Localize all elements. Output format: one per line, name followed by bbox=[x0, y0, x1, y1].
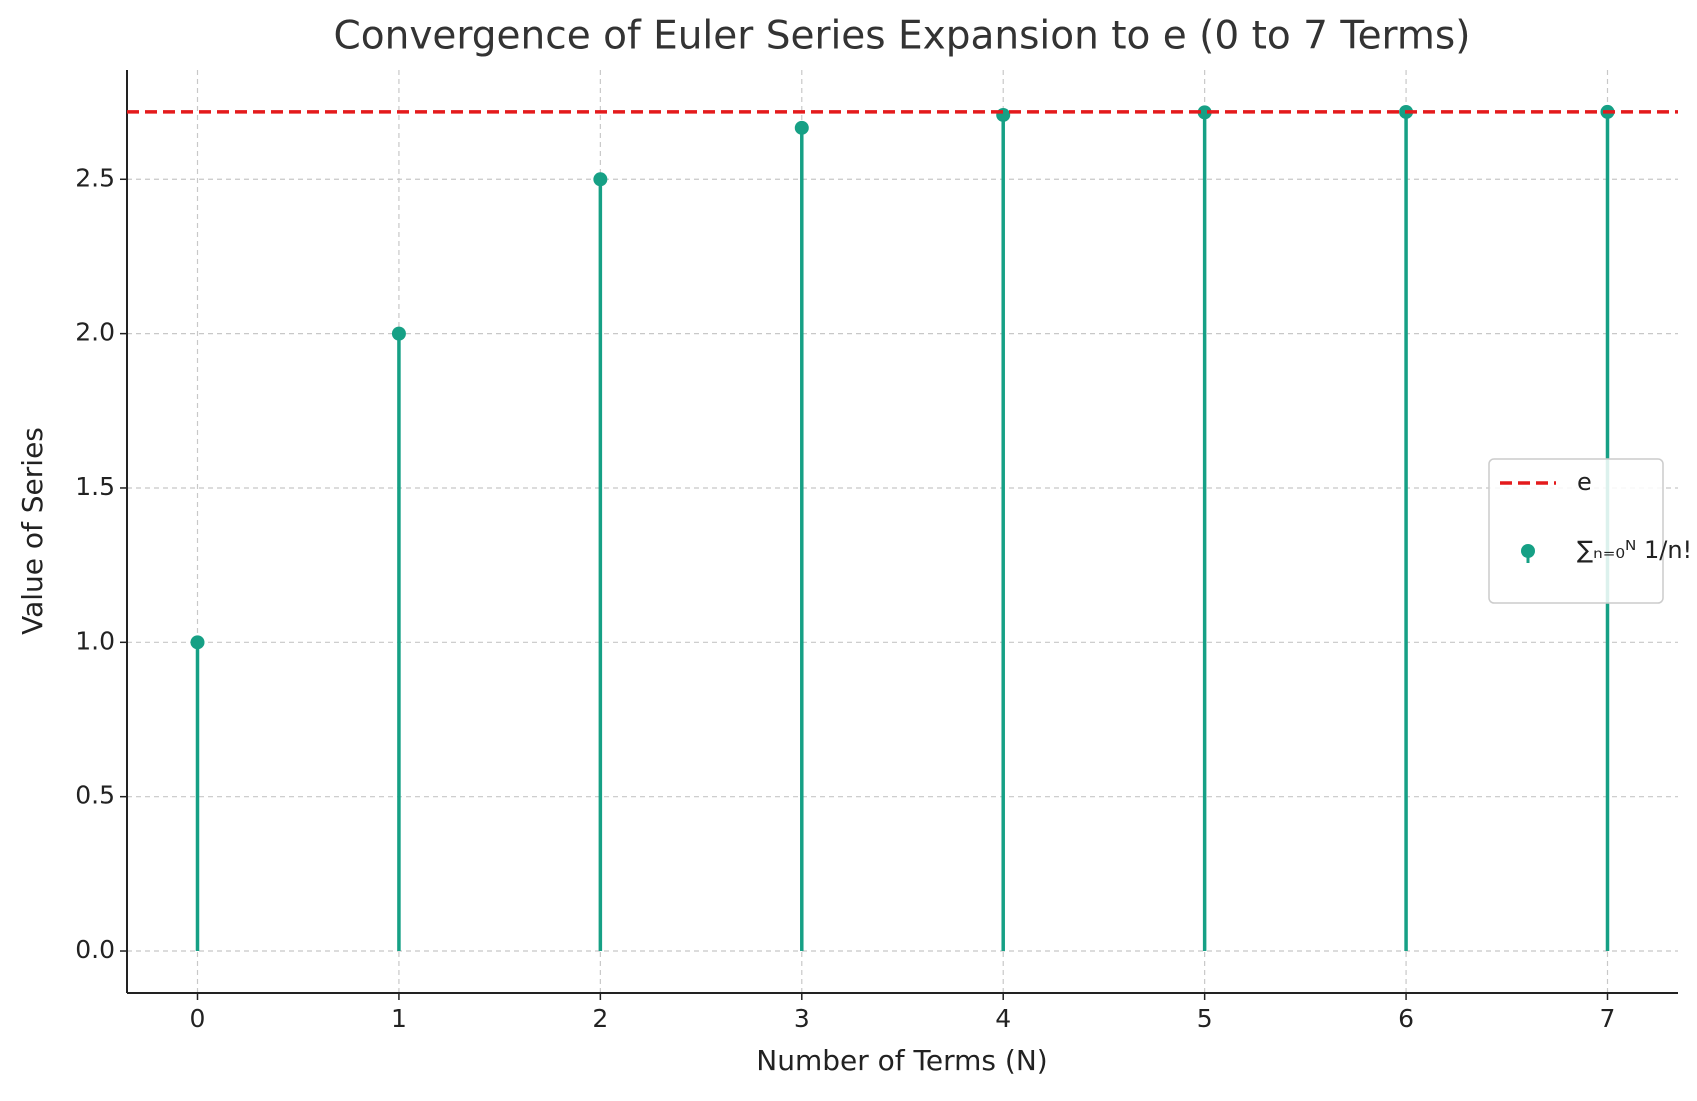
legend-label: e bbox=[1577, 468, 1592, 496]
x-axis-label: Number of Terms (N) bbox=[756, 1044, 1047, 1077]
x-tick-label: 0 bbox=[190, 1004, 206, 1033]
x-tick-label: 1 bbox=[391, 1004, 407, 1033]
stem-marker bbox=[593, 172, 608, 187]
y-tick-label: 1.0 bbox=[75, 626, 115, 655]
x-tick-label: 2 bbox=[592, 1004, 608, 1033]
legend-label: ∑ₙ₌₀ᴺ 1/n! bbox=[1577, 536, 1692, 564]
legend-swatch bbox=[1521, 544, 1535, 558]
y-tick-label: 2.5 bbox=[75, 163, 115, 192]
y-tick-label: 0.5 bbox=[75, 781, 115, 810]
x-tick-label: 3 bbox=[794, 1004, 810, 1033]
stem-marker bbox=[1197, 105, 1212, 120]
y-axis-label: Value of Series bbox=[16, 427, 49, 635]
stem-marker bbox=[794, 120, 809, 135]
chart-title: Convergence of Euler Series Expansion to… bbox=[334, 14, 1471, 59]
legend-box bbox=[1488, 458, 1664, 604]
x-tick-label: 7 bbox=[1600, 1004, 1616, 1033]
x-tick-label: 6 bbox=[1398, 1004, 1414, 1033]
y-tick-label: 0.0 bbox=[75, 935, 115, 964]
x-tick-label: 4 bbox=[995, 1004, 1011, 1033]
x-tick-label: 5 bbox=[1197, 1004, 1213, 1033]
stem-marker bbox=[996, 107, 1011, 122]
stem-marker bbox=[190, 635, 205, 650]
y-tick-label: 2.0 bbox=[75, 318, 115, 347]
y-tick-label: 1.5 bbox=[75, 472, 115, 501]
stem-marker bbox=[391, 326, 406, 341]
